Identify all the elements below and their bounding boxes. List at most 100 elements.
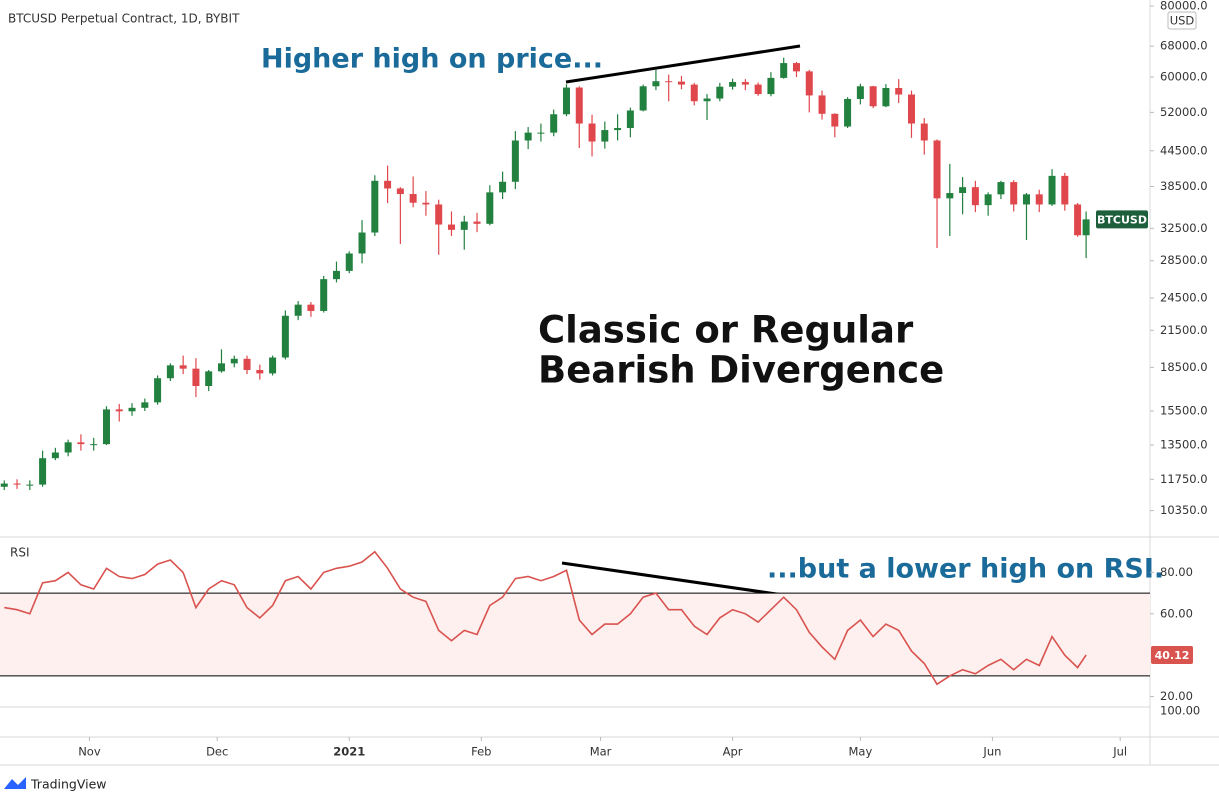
candle-body xyxy=(767,77,775,95)
x-tick-label: Dec xyxy=(206,745,228,759)
candle-body xyxy=(192,368,200,387)
price-label: BTCUSD xyxy=(1097,213,1147,226)
y-tick-label: 60.00 xyxy=(1160,606,1193,620)
y-tick-label: 20.00 xyxy=(1160,689,1193,703)
candle-body xyxy=(486,192,494,224)
candle-body xyxy=(371,180,379,233)
candle-body xyxy=(1022,194,1030,205)
candle-body xyxy=(217,363,225,372)
y-tick-label: 44500.0 xyxy=(1160,143,1208,157)
candle-body xyxy=(51,452,59,459)
candle-body xyxy=(499,181,507,193)
candle-body xyxy=(741,82,749,85)
candle-body xyxy=(524,132,532,141)
candle-body xyxy=(1010,182,1018,205)
candle-body xyxy=(13,483,21,485)
candle-body xyxy=(409,194,417,203)
pane-label: 100.00 xyxy=(1160,704,1200,718)
candle-body xyxy=(869,86,877,107)
candle-body xyxy=(716,86,724,99)
candle-body xyxy=(435,204,443,225)
y-tick-label: 80.00 xyxy=(1160,565,1193,579)
currency: USD xyxy=(1170,14,1195,28)
candle-body xyxy=(396,188,404,195)
candle-body xyxy=(154,378,162,403)
y-tick-label: 28500.0 xyxy=(1160,253,1208,267)
candle-body xyxy=(614,128,622,131)
candle-body xyxy=(677,81,685,85)
candle-body xyxy=(588,123,596,142)
candle-body xyxy=(652,81,660,87)
candle-body xyxy=(243,358,251,371)
candle-body xyxy=(230,358,238,364)
candle-body xyxy=(358,232,366,254)
trend-line xyxy=(565,44,801,84)
candle-body xyxy=(792,63,800,72)
candle-body xyxy=(422,202,430,205)
candle-body xyxy=(345,253,353,271)
candle-body xyxy=(179,365,187,369)
candle-body xyxy=(933,140,941,199)
candle-body xyxy=(959,187,967,194)
candle-body xyxy=(907,94,915,124)
x-tick-label: Feb xyxy=(471,745,491,759)
logo-icon xyxy=(4,777,26,789)
candle-body xyxy=(460,221,468,230)
candle-body xyxy=(562,87,570,115)
candle-body xyxy=(384,180,392,189)
annotation: Classic or Regular xyxy=(538,309,914,352)
candle-body xyxy=(1061,175,1069,205)
annotation: ...but a lower high on RSI. xyxy=(767,554,1164,585)
y-tick-label: 32500.0 xyxy=(1160,221,1208,235)
candle-body xyxy=(831,113,839,127)
x-tick-label: Jun xyxy=(982,745,1001,759)
annotation: Bearish Divergence xyxy=(538,349,944,392)
logo xyxy=(4,777,26,789)
candle-body xyxy=(729,82,737,87)
y-tick-label: 38500.0 xyxy=(1160,179,1208,193)
y-tick-label: 15500.0 xyxy=(1160,403,1208,417)
candle-body xyxy=(805,71,813,96)
candle-body xyxy=(844,98,852,127)
candle-body xyxy=(269,357,277,374)
candle-body xyxy=(920,123,928,141)
candle-body xyxy=(1074,204,1082,236)
y-tick-label: 52000.0 xyxy=(1160,105,1208,119)
candle-body xyxy=(115,409,123,412)
candle-body xyxy=(102,409,110,445)
chart-title: BTCUSD Perpetual Contract, 1D, BYBIT xyxy=(8,12,240,26)
y-tick-label: 80000.0 xyxy=(1160,0,1208,13)
candle-body xyxy=(703,98,711,102)
candle-body xyxy=(690,84,698,102)
rsi-line xyxy=(4,550,1087,686)
x-tick-label: 2021 xyxy=(333,745,365,759)
candle-body xyxy=(294,304,302,316)
candle-body xyxy=(281,315,289,358)
candle-body xyxy=(39,458,47,485)
pane-title: RSI xyxy=(10,546,30,560)
y-tick-label: 68000.0 xyxy=(1160,39,1208,53)
annotation: Higher high on price... xyxy=(261,44,603,75)
candle-body xyxy=(856,86,864,99)
candle-body xyxy=(895,87,903,95)
candle-body xyxy=(307,304,315,311)
candle-body xyxy=(166,365,174,379)
x-tick-label: Jul xyxy=(1112,745,1127,759)
y-tick-label: 18500.0 xyxy=(1160,360,1208,374)
currency-box xyxy=(1167,11,1197,30)
candle-body xyxy=(946,193,954,199)
candle-body xyxy=(511,140,519,182)
candle-body xyxy=(550,114,558,133)
candle-body xyxy=(754,84,762,95)
x-tick-label: Apr xyxy=(723,745,743,759)
candle-body xyxy=(575,87,583,124)
candle-body xyxy=(626,110,634,129)
candle-body xyxy=(320,279,328,311)
price-label-box xyxy=(1096,210,1148,229)
rsi-band-fill xyxy=(0,593,1150,676)
candles xyxy=(0,57,1090,491)
candle-body xyxy=(971,187,979,206)
candle-body xyxy=(1082,219,1090,236)
x-tick-label: Nov xyxy=(78,745,101,759)
